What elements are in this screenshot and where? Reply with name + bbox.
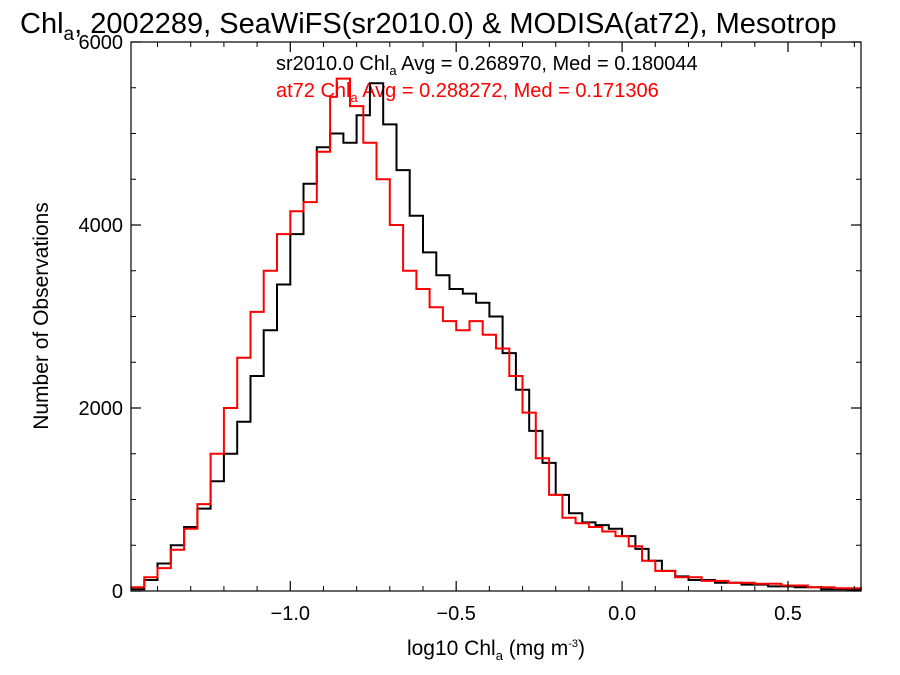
tick-layer: −1.0 −0.5 0.0 0.5 0 2000 4000 6000 (79, 32, 861, 625)
x-tick-label: −0.5 (436, 603, 475, 625)
y-tick-label: 6000 (79, 32, 124, 54)
legend-entry-at72: at72 Chla Avg = 0.288272, Med = 0.171306 (276, 80, 659, 105)
x-tick-label: 0.5 (774, 603, 802, 625)
y-axis-label: Number of Observations (30, 202, 53, 430)
y-tick-label: 2000 (79, 398, 124, 420)
chart-title: Chla, 2002289, SeaWiFS(sr2010.0) & MODIS… (20, 8, 836, 45)
x-axis-label: log10 Chla (mg m-3) (407, 637, 585, 663)
y-tick-label: 4000 (79, 215, 124, 237)
legend-entry-sr2010: sr2010.0 Chla Avg = 0.268970, Med = 0.18… (276, 53, 698, 78)
x-tick-label: −1.0 (271, 603, 310, 625)
plot-frame (130, 41, 862, 592)
x-tick-label: 0.0 (608, 603, 636, 625)
y-tick-label: 0 (112, 581, 123, 603)
series-layer (131, 77, 862, 591)
series-line-at72 (131, 77, 862, 590)
